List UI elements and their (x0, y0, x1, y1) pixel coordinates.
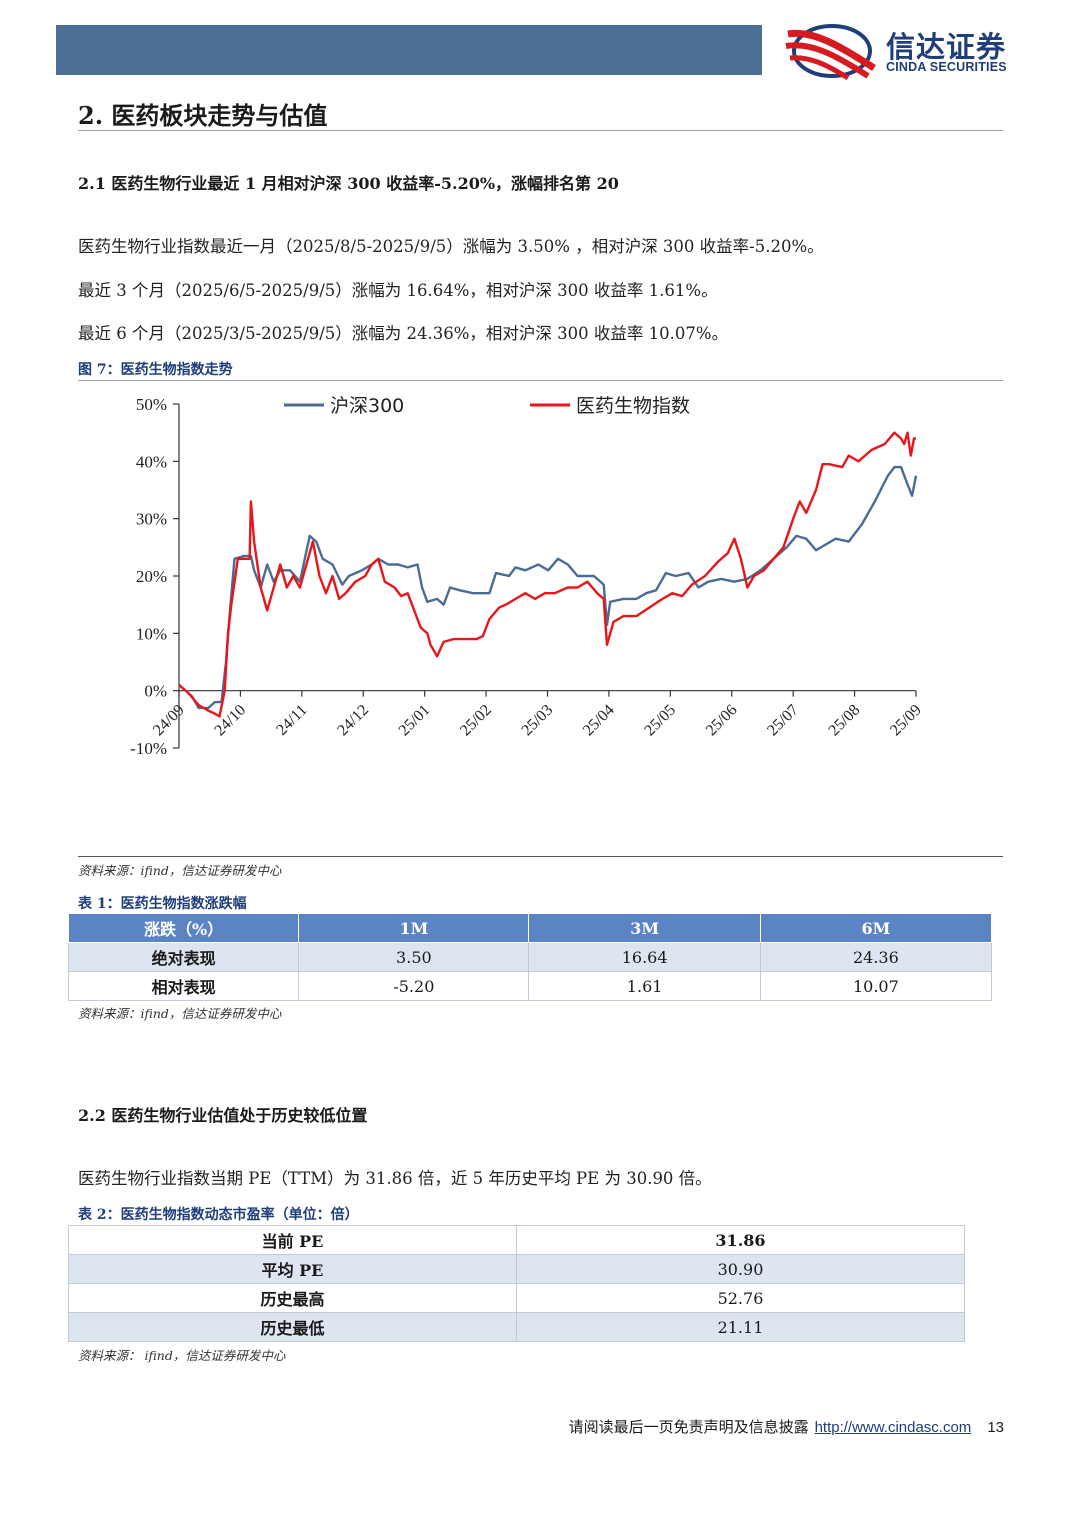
table-header-cell: 3M (528, 913, 761, 943)
subsection-title-1: 2.1 医药生物行业最近 1 月相对沪深 300 收益率-5.20%，涨幅排名第… (78, 174, 619, 193)
pe-table: 当前 PE 31.86 平均 PE 30.90 历史最高 52.76 历史最低 … (68, 1225, 966, 1342)
x-tick-label: 25/06 (703, 701, 741, 739)
line-chart: -10% 0% 10% 20% 30% 40% 50% 24/09 24/10 24/11 24/1… (130, 395, 925, 758)
cinda-logo-icon (785, 24, 876, 80)
table-cell: 30.90 (515, 1254, 966, 1284)
row-label: 绝对表现 (67, 942, 300, 972)
row-label: 历史最高 (68, 1283, 517, 1313)
figure-top-rule (78, 380, 1003, 381)
table-cell: -5.20 (298, 971, 530, 1001)
brand-name-cn: 信达证券 (886, 30, 1007, 64)
table-cell: 31.86 (515, 1225, 966, 1255)
row-label: 平均 PE (68, 1254, 517, 1284)
page-number: 13 (987, 1419, 1004, 1436)
table-header-cell: 1M (298, 913, 530, 943)
header-bar (56, 25, 762, 75)
y-tick-label: 50% (136, 395, 167, 414)
table-cell: 16.64 (528, 942, 761, 972)
x-tick-label: 24/11 (273, 701, 310, 738)
brand-logo: 信达证券 CINDA SECURITIES (782, 22, 1042, 80)
table-header-cell: 6M (759, 913, 993, 943)
series-line-pharma (178, 431, 916, 718)
table-cell: 1.61 (528, 971, 761, 1001)
y-tick-label: -10% (130, 739, 167, 758)
series-line-hs300 (178, 465, 918, 710)
table-cell: 3.50 (298, 942, 530, 972)
figure-caption: 图 7：医药生物指数走势 (78, 362, 233, 378)
y-tick-label: 20% (136, 567, 167, 586)
y-tick-label: 10% (136, 624, 167, 643)
row-label: 历史最低 (68, 1312, 517, 1342)
x-tick-label: 25/02 (457, 701, 495, 739)
paragraph-line-2: 最近 3 个月（2025/6/5-2025/9/5）涨幅为 16.64%，相对沪… (78, 281, 718, 300)
figure-source: 资料来源：ifind，信达证券研发中心 (78, 863, 282, 878)
section-title: 2. 医药板块走势与估值 (78, 101, 328, 130)
x-tick-label: 24/12 (334, 701, 372, 739)
x-tick-label: 25/08 (826, 701, 864, 739)
brand-name-en: CINDA SECURITIES (886, 60, 1007, 74)
table-cell: 24.36 (759, 942, 993, 972)
y-tick-label: 0% (144, 682, 167, 701)
table1-caption: 表 1：医药生物指数涨跌幅 (78, 896, 247, 912)
x-tick-label: 24/09 (150, 701, 188, 739)
footer-website-link[interactable]: http://www.cindasc.com (814, 1419, 972, 1436)
x-tick-label: 25/09 (887, 701, 925, 739)
table2-caption: 表 2：医药生物指数动态市盈率（单位：倍） (78, 1207, 359, 1223)
x-tick-label: 25/01 (396, 701, 434, 739)
x-tick-label: 25/03 (519, 701, 557, 739)
table2-source: 资料来源： ifind，信达证券研发中心 (78, 1348, 286, 1363)
x-tick-label: 25/07 (764, 701, 802, 739)
table-row: 当前 PE 31.86 (68, 1225, 966, 1255)
table-cell: 21.11 (515, 1312, 966, 1342)
paragraph-pe: 医药生物行业指数当期 PE（TTM）为 31.86 倍，近 5 年历史平均 PE… (78, 1169, 712, 1188)
footer-disclaimer: 请阅读最后一页免责声明及信息披露 (568, 1418, 809, 1436)
x-tick-label: 25/05 (641, 701, 679, 739)
table-cell: 52.76 (515, 1283, 966, 1313)
y-tick-label: 30% (136, 510, 167, 529)
table1-source: 资料来源：ifind，信达证券研发中心 (78, 1006, 282, 1021)
paragraph-line-1: 医药生物行业指数最近一月（2025/8/5-2025/9/5）涨幅为 3.50%… (78, 237, 824, 256)
x-tick-label: 24/10 (211, 701, 249, 739)
row-label: 当前 PE (68, 1225, 517, 1255)
paragraph-line-3: 最近 6 个月（2025/3/5-2025/9/5）涨幅为 24.36%，相对沪… (78, 324, 729, 343)
table-header-row: 涨跌（%） 1M 3M 6M (67, 913, 993, 943)
table-row: 相对表现 -5.20 1.61 10.07 (67, 971, 993, 1001)
page-footer: 请阅读最后一页免责声明及信息披露 http://www.cindasc.com 13 (569, 1416, 1004, 1437)
table-row: 历史最高 52.76 (68, 1283, 966, 1313)
table-header-cell: 涨跌（%） (67, 913, 300, 943)
y-tick-label: 40% (136, 452, 167, 471)
section-divider (78, 130, 1003, 131)
figure-bottom-rule (78, 856, 1003, 857)
row-label: 相对表现 (67, 971, 300, 1001)
table-row: 历史最低 21.11 (68, 1312, 966, 1342)
table-row: 平均 PE 30.90 (68, 1254, 966, 1284)
legend-label: 医药生物指数 (576, 395, 690, 417)
legend-label: 沪深300 (330, 395, 404, 417)
subsection-title-2: 2.2 医药生物行业估值处于历史较低位置 (78, 1106, 368, 1125)
returns-table: 涨跌（%） 1M 3M 6M 绝对表现 3.50 16.64 24.36 相对表… (67, 913, 993, 1001)
x-tick-label: 25/04 (580, 701, 618, 739)
table-cell: 10.07 (759, 971, 993, 1001)
table-row: 绝对表现 3.50 16.64 24.36 (67, 942, 993, 972)
